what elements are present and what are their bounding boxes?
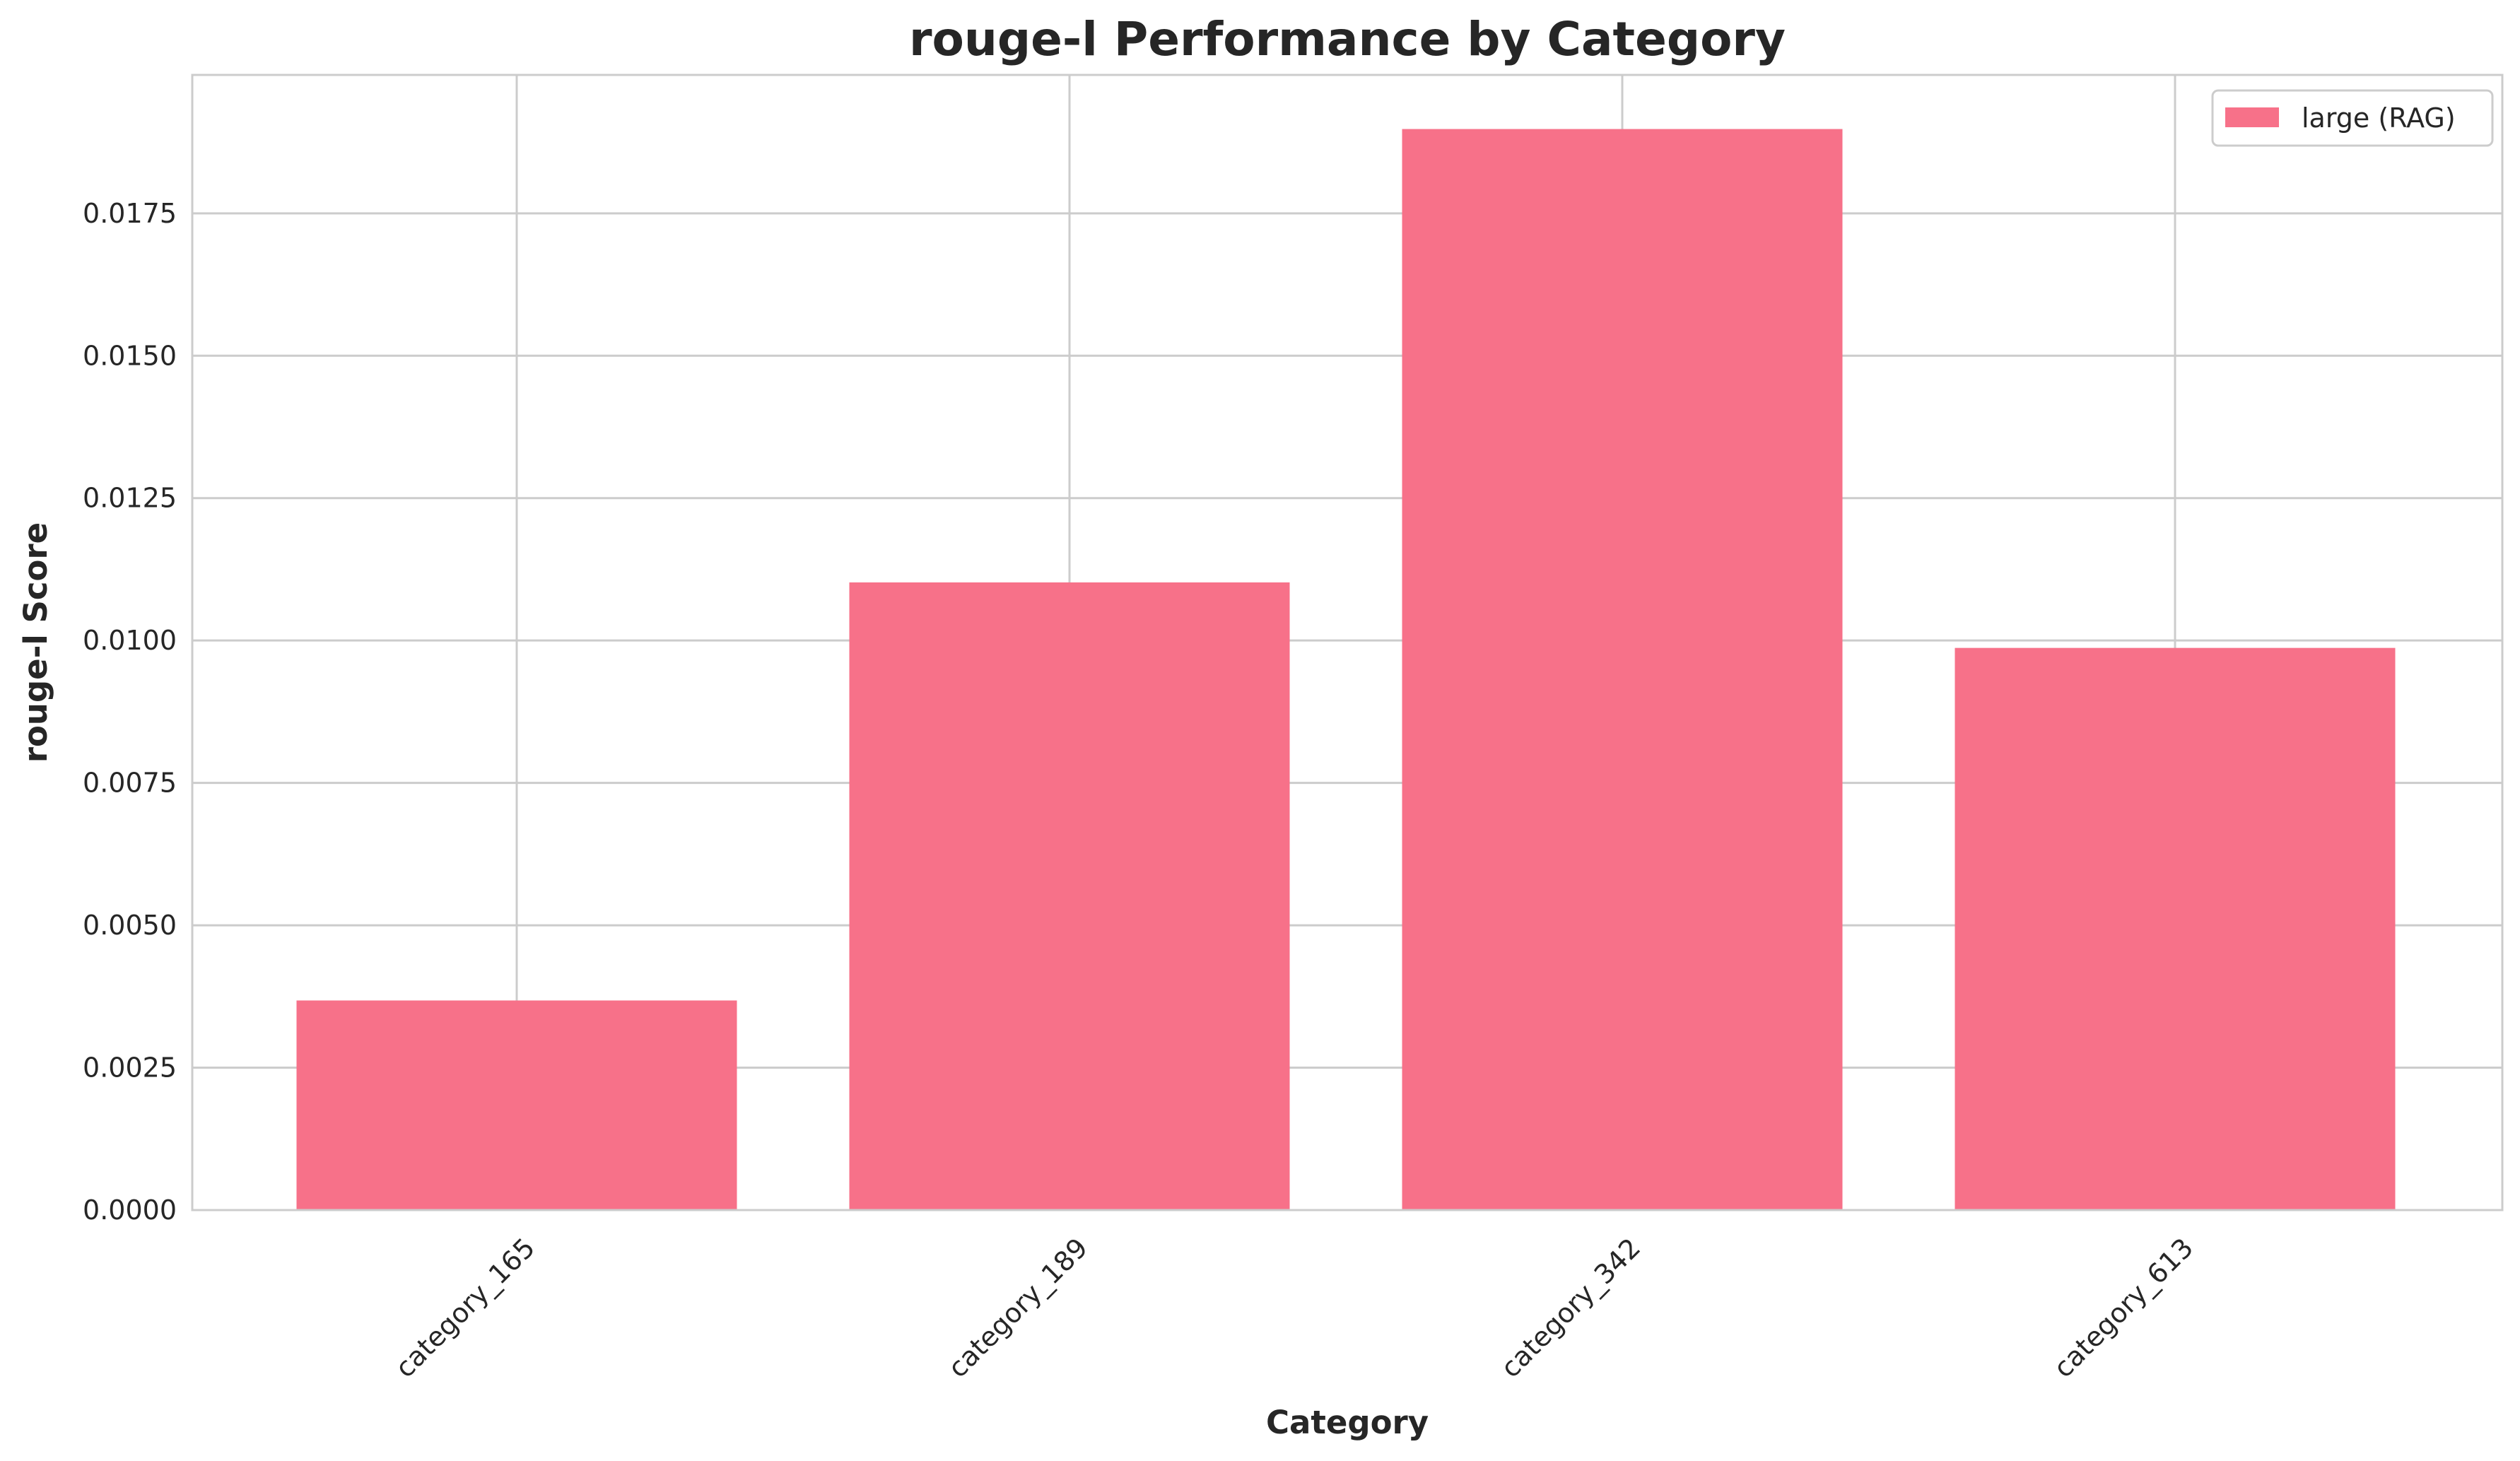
bar-category_342 bbox=[1402, 129, 1843, 1210]
y-tick-label: 0.0100 bbox=[83, 625, 177, 656]
legend-label: large (RAG) bbox=[2302, 102, 2456, 134]
y-axis-label: rouge-l Score bbox=[17, 522, 54, 763]
y-tick-label: 0.0175 bbox=[83, 198, 177, 229]
legend-swatch bbox=[2225, 107, 2279, 127]
y-tick-label: 0.0050 bbox=[83, 910, 177, 941]
y-tick-label: 0.0125 bbox=[83, 483, 177, 514]
bar-category_165 bbox=[296, 1000, 737, 1210]
bar-category_189 bbox=[849, 582, 1290, 1210]
chart-title: rouge-l Performance by Category bbox=[909, 12, 1786, 66]
legend-box bbox=[2211, 89, 2494, 147]
y-tick-label: 0.0000 bbox=[83, 1195, 177, 1226]
x-axis-label: Category bbox=[1266, 1404, 1429, 1441]
y-tick-labels: 0.0000 0.0025 0.0050 0.0075 0.0100 0.0125 0.01… bbox=[83, 198, 177, 1226]
plot-frame bbox=[191, 74, 2504, 1211]
y-tick-label: 0.0025 bbox=[83, 1052, 177, 1084]
y-tick-label: 0.0150 bbox=[83, 340, 177, 371]
y-tick-label: 0.0075 bbox=[83, 768, 177, 799]
bars bbox=[296, 129, 2396, 1210]
legend: large (RAG) bbox=[2211, 89, 2494, 147]
bar-category_613 bbox=[1955, 647, 2396, 1210]
